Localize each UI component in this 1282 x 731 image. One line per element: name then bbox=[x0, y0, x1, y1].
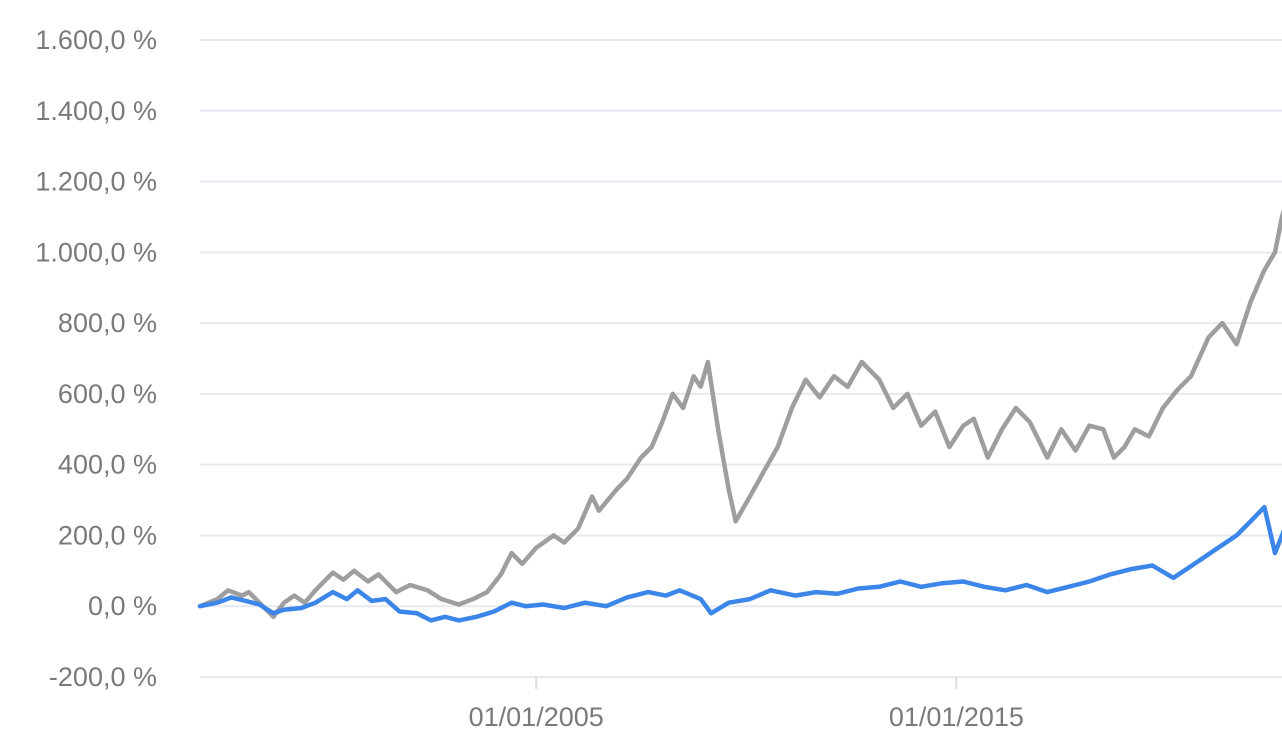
x-tick-label: 01/01/2015 bbox=[889, 702, 1024, 731]
y-axis: 1.600,0 % 1.400,0 % 1.200,0 % 1.000,0 % 800,… bbox=[35, 25, 157, 692]
x-axis: 01/01/2005 01/01/2015 bbox=[469, 677, 1024, 731]
y-tick-label: 1.400,0 % bbox=[35, 96, 157, 126]
series-layer bbox=[197, 209, 1282, 623]
y-tick-label: 200,0 % bbox=[58, 520, 157, 550]
grid-layer bbox=[200, 39, 1282, 678]
y-tick-label: 1.200,0 % bbox=[35, 167, 157, 197]
y-tick-label: 1.000,0 % bbox=[35, 237, 157, 267]
y-tick-label: 1.600,0 % bbox=[35, 25, 157, 55]
y-tick-label: 800,0 % bbox=[58, 308, 157, 338]
x-tick-label: 01/01/2005 bbox=[469, 702, 604, 731]
series-line-0 bbox=[197, 209, 1282, 620]
y-tick-label: 600,0 % bbox=[58, 379, 157, 409]
series-line-1 bbox=[197, 504, 1282, 623]
y-tick-label: -200,0 % bbox=[49, 662, 157, 692]
y-tick-label: 400,0 % bbox=[58, 450, 157, 480]
y-tick-label: 0,0 % bbox=[88, 591, 157, 621]
